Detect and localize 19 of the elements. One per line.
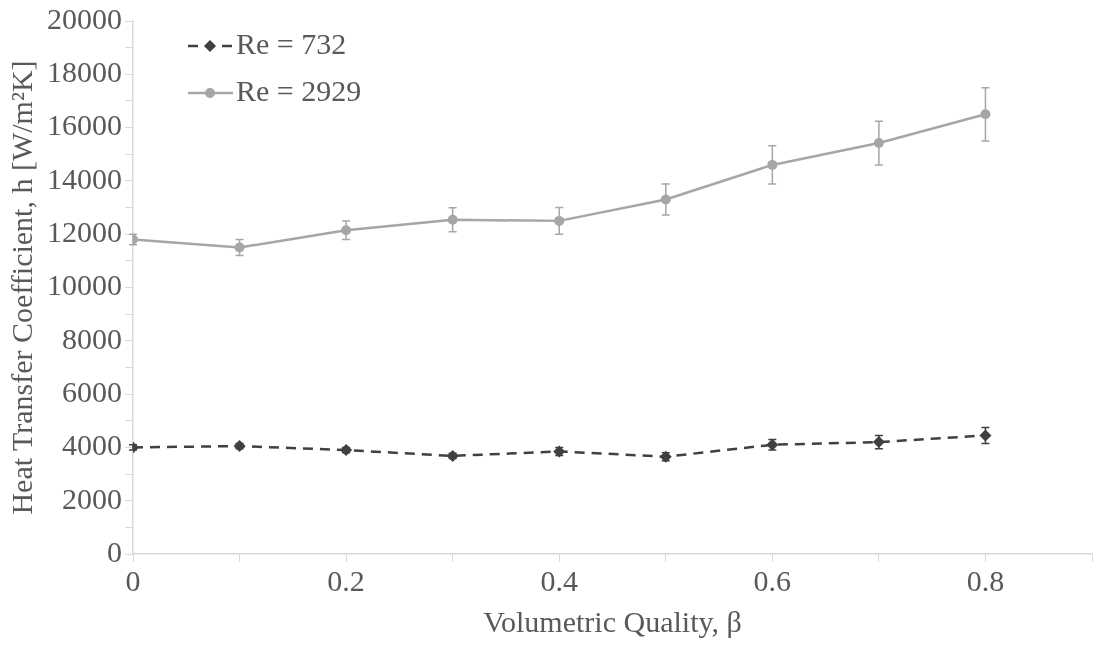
y-tick-label: 14000: [47, 161, 122, 195]
y-tick-label: 2000: [62, 481, 122, 515]
y-tick-label: 10000: [47, 268, 122, 302]
legend-label: Re = 732: [236, 26, 347, 60]
y-tick-label: 4000: [62, 428, 122, 462]
y-tick-label: 16000: [47, 108, 122, 142]
y-tick-label: 20000: [47, 1, 122, 35]
legend-label: Re = 2929: [236, 73, 362, 107]
y-tick-label: 8000: [62, 321, 122, 355]
x-tick-label: 0.4: [540, 563, 578, 597]
x-tick-label: 0.2: [327, 563, 365, 597]
y-tick-label: 6000: [62, 374, 122, 408]
y-tick-label: 18000: [47, 55, 122, 89]
y-axis-title: Heat Transfer Coefficient, h [W/m²K]: [4, 60, 38, 515]
x-tick-label: 0.6: [753, 563, 792, 597]
y-tick-label: 0: [107, 534, 122, 568]
x-tick-label: 0.8: [966, 563, 1005, 597]
x-axis-title: Volumetric Quality, β: [483, 604, 742, 638]
y-tick-label: 12000: [47, 215, 122, 249]
